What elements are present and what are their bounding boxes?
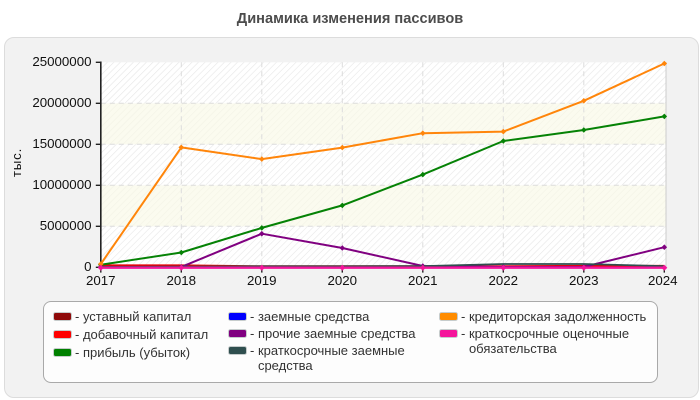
svg-text:2022: 2022 <box>489 273 519 288</box>
svg-text:2024: 2024 <box>648 273 678 288</box>
svg-text:2020: 2020 <box>328 273 358 288</box>
svg-text:0: 0 <box>84 259 91 274</box>
svg-text:2019: 2019 <box>247 273 277 288</box>
svg-text:15000000: 15000000 <box>32 136 91 151</box>
svg-text:тыс.: тыс. <box>9 148 24 177</box>
svg-text:5000000: 5000000 <box>40 218 92 233</box>
svg-text:10000000: 10000000 <box>32 177 91 192</box>
svg-text:25000000: 25000000 <box>32 54 91 69</box>
svg-text:2018: 2018 <box>167 273 197 288</box>
svg-text:2021: 2021 <box>408 273 438 288</box>
svg-text:20000000: 20000000 <box>32 95 91 110</box>
svg-text:2017: 2017 <box>86 273 116 288</box>
svg-text:2023: 2023 <box>569 273 599 288</box>
